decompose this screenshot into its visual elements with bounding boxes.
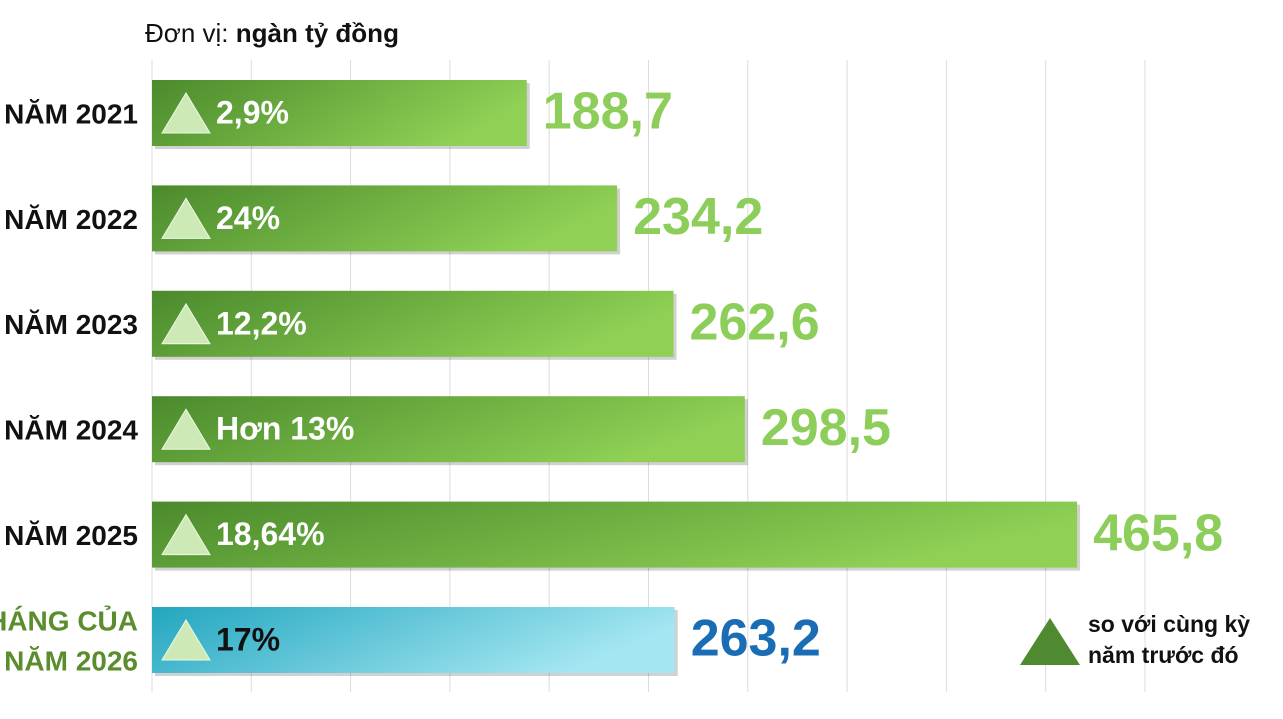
growth-icon bbox=[161, 513, 211, 556]
growth-icon bbox=[161, 92, 211, 134]
growth-icon bbox=[161, 408, 211, 450]
growth-label: Hơn 13% bbox=[216, 411, 354, 447]
growth-label: 12,2% bbox=[216, 305, 307, 341]
growth-icon bbox=[161, 619, 211, 661]
category-label: NĂM 2025 bbox=[4, 520, 138, 551]
growth-label: 24% bbox=[216, 200, 280, 236]
unit: ngàn tỷ đồng bbox=[236, 18, 399, 48]
value-label: 234,2 bbox=[633, 188, 763, 246]
category-label: NĂM 2023 bbox=[4, 309, 138, 340]
bar bbox=[152, 185, 618, 252]
legend-icon bbox=[1020, 618, 1080, 665]
category-label: NĂM 2022 bbox=[4, 204, 138, 235]
unit-prefix: Đơn vị: bbox=[145, 18, 229, 48]
bar bbox=[152, 80, 527, 146]
value-label: 262,6 bbox=[690, 294, 820, 352]
growth-icon bbox=[161, 197, 211, 239]
bar bbox=[152, 607, 675, 673]
value-label: 298,5 bbox=[761, 399, 891, 457]
category-label: NĂM 2021 bbox=[4, 98, 138, 129]
category-label: 7 THÁNG CỦA bbox=[0, 604, 138, 636]
legend-label: so với cùng kỳ bbox=[1088, 611, 1250, 637]
bar bbox=[152, 396, 745, 463]
unit-caption: Đơn vị: ngàn tỷ đồng bbox=[145, 18, 399, 48]
value-label: 465,8 bbox=[1093, 504, 1223, 562]
category-label: NĂM 2026 bbox=[4, 645, 138, 676]
growth-label: 18,64% bbox=[216, 516, 325, 552]
growth-icon bbox=[161, 302, 211, 345]
growth-label: 2,9% bbox=[216, 94, 289, 130]
category-label: NĂM 2024 bbox=[4, 415, 138, 446]
legend-label: năm trước đó bbox=[1088, 642, 1239, 668]
bar bbox=[152, 501, 1078, 568]
value-label: 188,7 bbox=[543, 83, 673, 141]
growth-label: 17% bbox=[216, 621, 280, 657]
bar bbox=[152, 290, 674, 357]
value-label: 263,2 bbox=[691, 610, 821, 668]
